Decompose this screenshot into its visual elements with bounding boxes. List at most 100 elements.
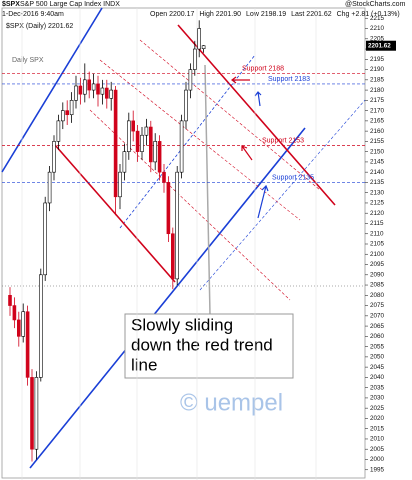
y-tick-label: 2075 [370,302,385,309]
candle-body [131,120,135,132]
candle-body [56,120,61,142]
candle-body [188,69,193,91]
candle-body [25,311,30,378]
y-tick-label: 1995 [370,466,385,473]
candle-body [87,79,91,91]
y-tick-label: 2050 [370,354,385,361]
arrow [241,145,253,161]
y-tick-label: 2000 [370,456,385,463]
y-tick-label: 2190 [370,66,385,73]
quote: Open 2200.17 [150,11,194,18]
candle-body [65,110,69,116]
y-tick-label: 2100 [370,251,385,258]
candle-body [162,171,166,183]
trend-line [139,39,321,191]
candle-body [30,377,34,450]
trend-line [99,59,301,221]
y-tick-label: 2095 [370,261,385,268]
y-tick-label: 2110 [370,230,384,237]
candle-body [157,141,162,173]
plot-frame [1,7,366,479]
candle-body [118,171,122,198]
candle-body [100,87,105,95]
source: @StockCharts.com [345,1,406,8]
arrow [231,76,250,84]
y-tick-label: 2175 [370,97,385,104]
y-tick-label: 2080 [370,292,385,299]
panel-label: Daily SPX [12,57,44,64]
candle-body [184,89,188,122]
y-tick-label: 2185 [370,76,385,83]
y-tick-label: 2170 [370,107,385,114]
y-tick-label: 2215 [370,15,385,22]
y-tick-label: 2010 [370,436,385,443]
callout-text: Slowly sliding [131,315,233,334]
date: 1-Dec-2016 9:40am [2,11,64,18]
candle-body [113,89,118,198]
candle-body [60,110,65,122]
candle-body [83,79,87,95]
callout-pointer [204,64,211,316]
callout-box [124,313,294,379]
candle-body [16,319,21,337]
y-tick-label: 2025 [370,405,385,412]
y-tick-label: 2065 [370,323,385,330]
candle-body [127,120,131,152]
legend: $SPX (Daily) 2201.62 [6,23,73,30]
support-label: Support 2153 [262,137,304,144]
arrow [257,184,269,219]
y-tick-label: 2115 [370,220,384,227]
y-tick-label: 2130 [370,189,385,196]
y-tick-label: 2005 [370,446,385,453]
candle-body [8,295,12,306]
y-tick-label: 2060 [370,333,385,340]
y-tick-label: 2040 [370,374,385,381]
y-tick-label: 2145 [370,159,385,166]
candle-body [135,130,140,152]
candle-body [179,120,184,173]
trend-line [54,144,176,283]
y-tick-label: 2055 [370,343,385,350]
candle-body [109,89,113,99]
y-tick-label: 2165 [370,118,385,125]
y-tick-label: 2045 [370,364,385,371]
y-tick-label: 2135 [370,179,385,186]
candle-body [144,126,149,136]
y-tick-label: 2180 [370,87,385,94]
quote: Chg +2.81 (+0.13%) [337,11,400,18]
y-tick-label: 2105 [370,241,385,248]
watermark: © uempel [180,389,283,416]
candle-body [166,182,171,235]
y-tick-label: 2035 [370,384,385,391]
candle-body [96,83,100,95]
candle-body [69,100,74,116]
trend-line [89,109,291,301]
candle-body [38,274,43,378]
quote: High 2201.90 [199,11,241,18]
arrows [231,76,269,219]
chart-title: $SPX [2,1,20,8]
trend-line [29,127,306,469]
candle-body [201,45,206,49]
candle-body [153,141,157,163]
candle-body [34,377,39,450]
y-tick-label: 2140 [370,169,385,176]
candle-body [149,126,153,163]
trend-line [1,7,103,173]
candle-body [47,171,52,204]
candle-body [171,233,175,280]
arrow [254,91,262,107]
candle-body [43,202,48,276]
y-tick-label: 2015 [370,425,385,432]
support-label: Support 2188 [242,66,284,73]
trend-line [199,99,366,291]
y-tick-label: 2085 [370,282,385,289]
y-tick-label: 2210 [370,25,385,32]
candle-body [12,305,17,321]
candle-body [175,171,179,280]
last-price-label: 2201.62 [368,42,391,49]
trend-lines [1,7,366,469]
callout-text: down the red trend [131,335,273,354]
y-tick-label: 2195 [370,56,385,63]
